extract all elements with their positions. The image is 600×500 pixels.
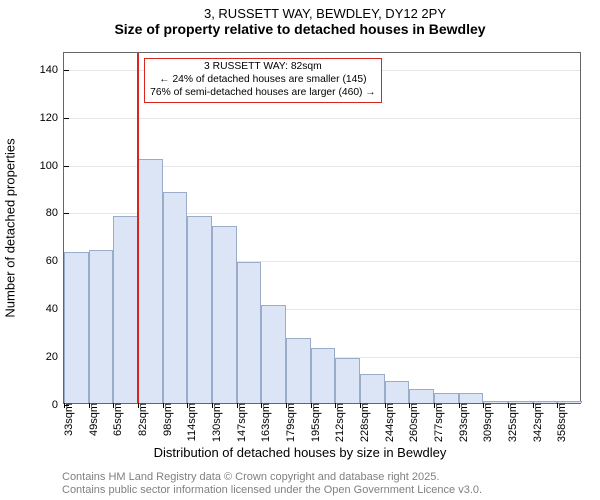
x-tick-label: 179sqm [285,403,297,442]
histogram-bar [261,305,286,403]
histogram-bar [237,262,262,403]
y-tick-label: 40 [46,303,64,315]
chart-container: 3, RUSSETT WAY, BEWDLEY, DY12 2PY Size o… [0,0,600,500]
attribution-block: Contains HM Land Registry data © Crown c… [62,471,482,497]
x-tick-label: 342sqm [532,403,544,442]
x-tick-label: 325sqm [507,403,519,442]
histogram-bar [113,216,138,403]
histogram-bar [360,374,385,403]
chart-title-line1: 3, RUSSETT WAY, BEWDLEY, DY12 2PY [0,6,600,21]
x-tick-label: 228sqm [359,403,371,442]
x-tick-label: 33sqm [63,403,75,436]
histogram-bar [187,216,212,403]
x-tick-label: 98sqm [162,403,174,436]
x-tick-label: 82sqm [137,403,149,436]
x-tick-label: 212sqm [334,403,346,442]
y-axis-label: Number of detached properties [3,138,18,317]
callout-line2: ← 24% of detached houses are smaller (14… [150,74,376,87]
attribution-line1: Contains HM Land Registry data © Crown c… [62,471,482,484]
x-tick-label: 130sqm [211,403,223,442]
x-tick-label: 260sqm [408,403,420,442]
y-tick-label: 100 [40,160,64,172]
x-tick-label: 49sqm [88,403,100,436]
x-tick-label: 65sqm [112,403,124,436]
histogram-bar [335,358,360,403]
y-tick-label: 140 [40,64,64,76]
callout-line3: 76% of semi-detached houses are larger (… [150,87,376,100]
subject-marker-line [137,53,139,403]
x-tick-label: 358sqm [556,403,568,442]
x-tick-label: 244sqm [384,403,396,442]
x-tick-label: 195sqm [310,403,322,442]
callout-line1: 3 RUSSETT WAY: 82sqm [150,61,376,74]
histogram-bar [434,393,459,403]
callout-box: 3 RUSSETT WAY: 82sqm← 24% of detached ho… [144,58,382,103]
x-tick-label: 114sqm [186,403,198,441]
chart-title-line2: Size of property relative to detached ho… [0,21,600,37]
x-tick-label: 147sqm [236,403,248,442]
y-tick-label: 60 [46,255,64,267]
histogram-bar [212,226,237,403]
gridline [64,118,580,119]
plot-area: 02040608010012014033sqm49sqm65sqm82sqm98… [63,52,581,404]
histogram-bar [89,250,114,403]
x-tick-label: 293sqm [458,403,470,442]
x-tick-label: 277sqm [433,403,445,442]
histogram-bar [311,348,336,403]
histogram-bar [409,389,434,403]
x-tick-label: 309sqm [482,403,494,442]
attribution-line2: Contains public sector information licen… [62,484,482,497]
x-axis-label: Distribution of detached houses by size … [0,445,600,460]
histogram-bar [459,393,484,403]
x-tick-label: 163sqm [260,403,272,442]
histogram-bar [138,159,163,403]
y-tick-label: 20 [46,351,64,363]
histogram-bar [385,381,410,403]
histogram-bar [163,192,188,403]
histogram-bar [64,252,89,403]
chart-title-block: 3, RUSSETT WAY, BEWDLEY, DY12 2PY Size o… [0,0,600,37]
histogram-bar [286,338,311,403]
y-tick-label: 120 [40,112,64,124]
y-tick-label: 80 [46,207,64,219]
